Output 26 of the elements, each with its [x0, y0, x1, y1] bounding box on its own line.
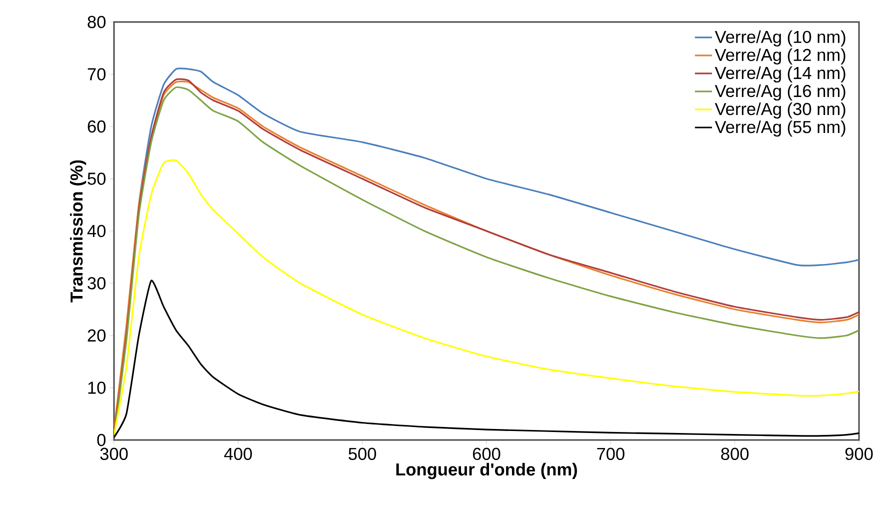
y-tick-label: 50	[88, 172, 106, 185]
y-tick-label: 0	[97, 434, 106, 446]
x-tick-label: 600	[472, 448, 500, 460]
y-tick-label: 30	[88, 277, 106, 290]
legend-label: Verre/Ag (16 nm)	[714, 84, 846, 101]
y-tick-label: 20	[88, 329, 106, 342]
line-series	[114, 280, 860, 438]
x-tick-label: 400	[224, 448, 252, 460]
x-tick-label: 800	[721, 448, 749, 460]
y-tick-label: 10	[88, 382, 106, 394]
x-tick-label: 300	[100, 448, 128, 460]
x-axis-title: Longueur d'onde (nm)	[396, 462, 577, 480]
y-tick-label: 60	[88, 120, 106, 133]
y-tick-label: 80	[88, 16, 106, 28]
y-tick-label: 40	[87, 224, 106, 238]
y-tick-label: 70	[88, 68, 106, 80]
y-axis-title: Transmission (%)	[70, 160, 86, 302]
x-tick-label: 700	[597, 448, 624, 460]
legend-label: Verre/Ag (30 nm)	[714, 102, 846, 119]
x-tick-label: 500	[348, 448, 376, 460]
x-tick-label: 900	[845, 448, 873, 460]
legend-label: Verre/Ag (12 nm)	[714, 48, 846, 65]
line-series	[114, 159, 860, 436]
legend-label: Verre/Ag (14 nm)	[714, 66, 846, 83]
legend-label: Verre/Ag (10 nm)	[714, 30, 846, 46]
legend-label: Verre/Ag (55 nm)	[714, 120, 846, 137]
